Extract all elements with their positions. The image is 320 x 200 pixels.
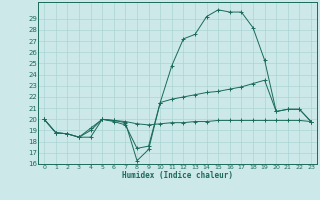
X-axis label: Humidex (Indice chaleur): Humidex (Indice chaleur) bbox=[122, 171, 233, 180]
